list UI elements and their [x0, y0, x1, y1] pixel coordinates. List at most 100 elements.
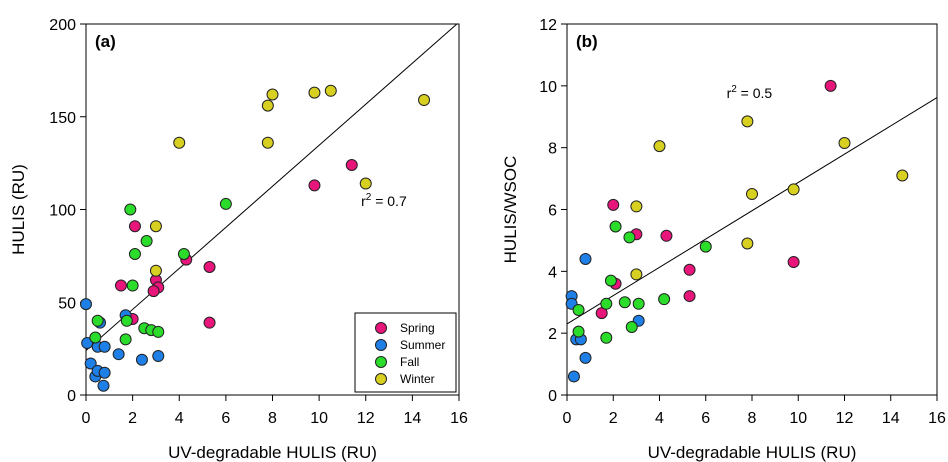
x-tick-label: 4 — [655, 410, 664, 427]
panel-label: (b) — [576, 32, 598, 51]
data-point-winter — [359, 177, 372, 190]
y-axis-title: HULIS (RU) — [9, 164, 28, 255]
data-point-summer — [579, 351, 592, 364]
x-tick-label: 2 — [609, 410, 618, 427]
data-point-spring — [114, 279, 127, 292]
legend-label-winter: Winter — [400, 372, 435, 386]
data-point-summer — [579, 252, 592, 265]
data-point-spring — [345, 158, 358, 171]
data-point-fall — [572, 325, 585, 338]
x-tick-label: 6 — [701, 410, 710, 427]
data-point-fall — [572, 303, 585, 316]
data-point-winter — [149, 220, 162, 233]
x-tick-label: 2 — [128, 410, 137, 427]
regression-line — [85, 23, 458, 351]
data-point-fall — [625, 320, 638, 333]
series-summer — [80, 298, 165, 392]
panel-label: (a) — [95, 32, 116, 51]
y-tick-label: 0 — [548, 388, 557, 405]
x-tick-label: 4 — [175, 410, 184, 427]
data-point-summer — [152, 350, 165, 363]
data-point-winter — [838, 137, 851, 150]
data-point-fall — [126, 279, 139, 292]
data-point-winter — [261, 99, 274, 112]
data-point-fall — [128, 248, 141, 261]
x-tick-label: 16 — [928, 410, 946, 427]
data-point-winter — [741, 237, 754, 250]
y-tick-label: 150 — [49, 110, 76, 127]
data-point-fall — [119, 333, 132, 346]
panel-b: 0 2 4 6 8 10 12 14 16 0 2 4 6 8 10 12 UV-degradable HULI… — [501, 17, 946, 462]
x-axis-title: UV-degradable HULIS (RU) — [168, 443, 377, 462]
data-point-winter — [173, 136, 186, 149]
y-tick-label: 100 — [49, 203, 76, 220]
r-squared-annotation: r2 = 0.5 — [727, 84, 773, 101]
data-point-winter — [261, 136, 274, 149]
data-point-summer — [567, 370, 580, 383]
regression-line — [566, 97, 938, 325]
y-tick-label: 10 — [539, 79, 557, 96]
y-tick-label: 12 — [539, 17, 557, 34]
legend-label-summer: Summer — [400, 338, 445, 352]
data-point-spring — [607, 198, 620, 211]
x-tick-label: 8 — [268, 410, 277, 427]
data-point-fall — [618, 296, 631, 309]
data-point-fall — [609, 220, 622, 233]
x-tick-label: 10 — [789, 410, 807, 427]
y-tick-label: 6 — [548, 203, 557, 220]
data-point-summer — [98, 366, 111, 379]
data-point-summer — [84, 357, 97, 370]
data-point-fall — [140, 235, 153, 248]
data-point-fall — [658, 293, 671, 306]
legend-label-fall: Fall — [400, 355, 419, 369]
y-axis-title: HULIS/WSOC — [501, 156, 520, 264]
data-point-fall — [600, 331, 613, 344]
data-point-summer — [135, 353, 148, 366]
x-tick-label: 12 — [836, 410, 854, 427]
data-point-spring — [683, 263, 696, 276]
data-point-winter — [324, 84, 337, 97]
data-point-fall — [89, 331, 102, 344]
data-point-summer — [97, 379, 110, 392]
y-tick-label: 0 — [67, 388, 76, 405]
data-point-winter — [746, 188, 758, 201]
data-point-spring — [824, 79, 837, 92]
data-point-fall — [604, 274, 617, 287]
x-axis-title: UV-degradable HULIS (RU) — [648, 443, 857, 462]
series-winter — [149, 84, 431, 277]
data-point-winter — [418, 94, 431, 107]
legend-marker-spring — [375, 322, 387, 334]
legend-marker-winter — [375, 373, 387, 385]
data-point-winter — [741, 115, 754, 128]
data-point-winter — [266, 88, 279, 101]
data-point-fall — [177, 248, 190, 261]
legend: Spring Summer Fall Winter — [354, 312, 457, 393]
x-tick-label: 10 — [310, 410, 328, 427]
x-tick-label: 0 — [82, 410, 91, 427]
series-spring — [595, 79, 837, 320]
data-point-winter — [149, 264, 162, 277]
data-point-fall — [623, 231, 636, 244]
y-tick-label: 50 — [58, 295, 76, 312]
plot-frame — [566, 23, 938, 396]
panel-a: 0 2 4 6 8 10 12 14 16 0 50 100 150 200 UV-degradable H… — [9, 17, 468, 462]
data-point-fall — [91, 314, 104, 327]
legend-label-spring: Spring — [400, 321, 435, 335]
data-point-winter — [653, 140, 666, 153]
data-point-summer — [80, 298, 92, 311]
data-point-spring — [683, 290, 696, 303]
x-tick-label: 14 — [403, 410, 421, 427]
data-point-summer — [112, 348, 125, 361]
y-tick-label: 8 — [548, 141, 557, 158]
data-point-fall — [124, 203, 137, 216]
data-point-spring — [128, 220, 141, 233]
x-tick-label: 0 — [563, 410, 572, 427]
series-fall — [89, 197, 232, 346]
legend-box — [354, 312, 457, 393]
r-squared-annotation: r2 = 0.7 — [361, 192, 407, 209]
data-point-spring — [787, 256, 800, 269]
data-point-winter — [630, 268, 643, 281]
legend-marker-summer — [375, 339, 387, 351]
data-point-spring — [147, 285, 160, 298]
